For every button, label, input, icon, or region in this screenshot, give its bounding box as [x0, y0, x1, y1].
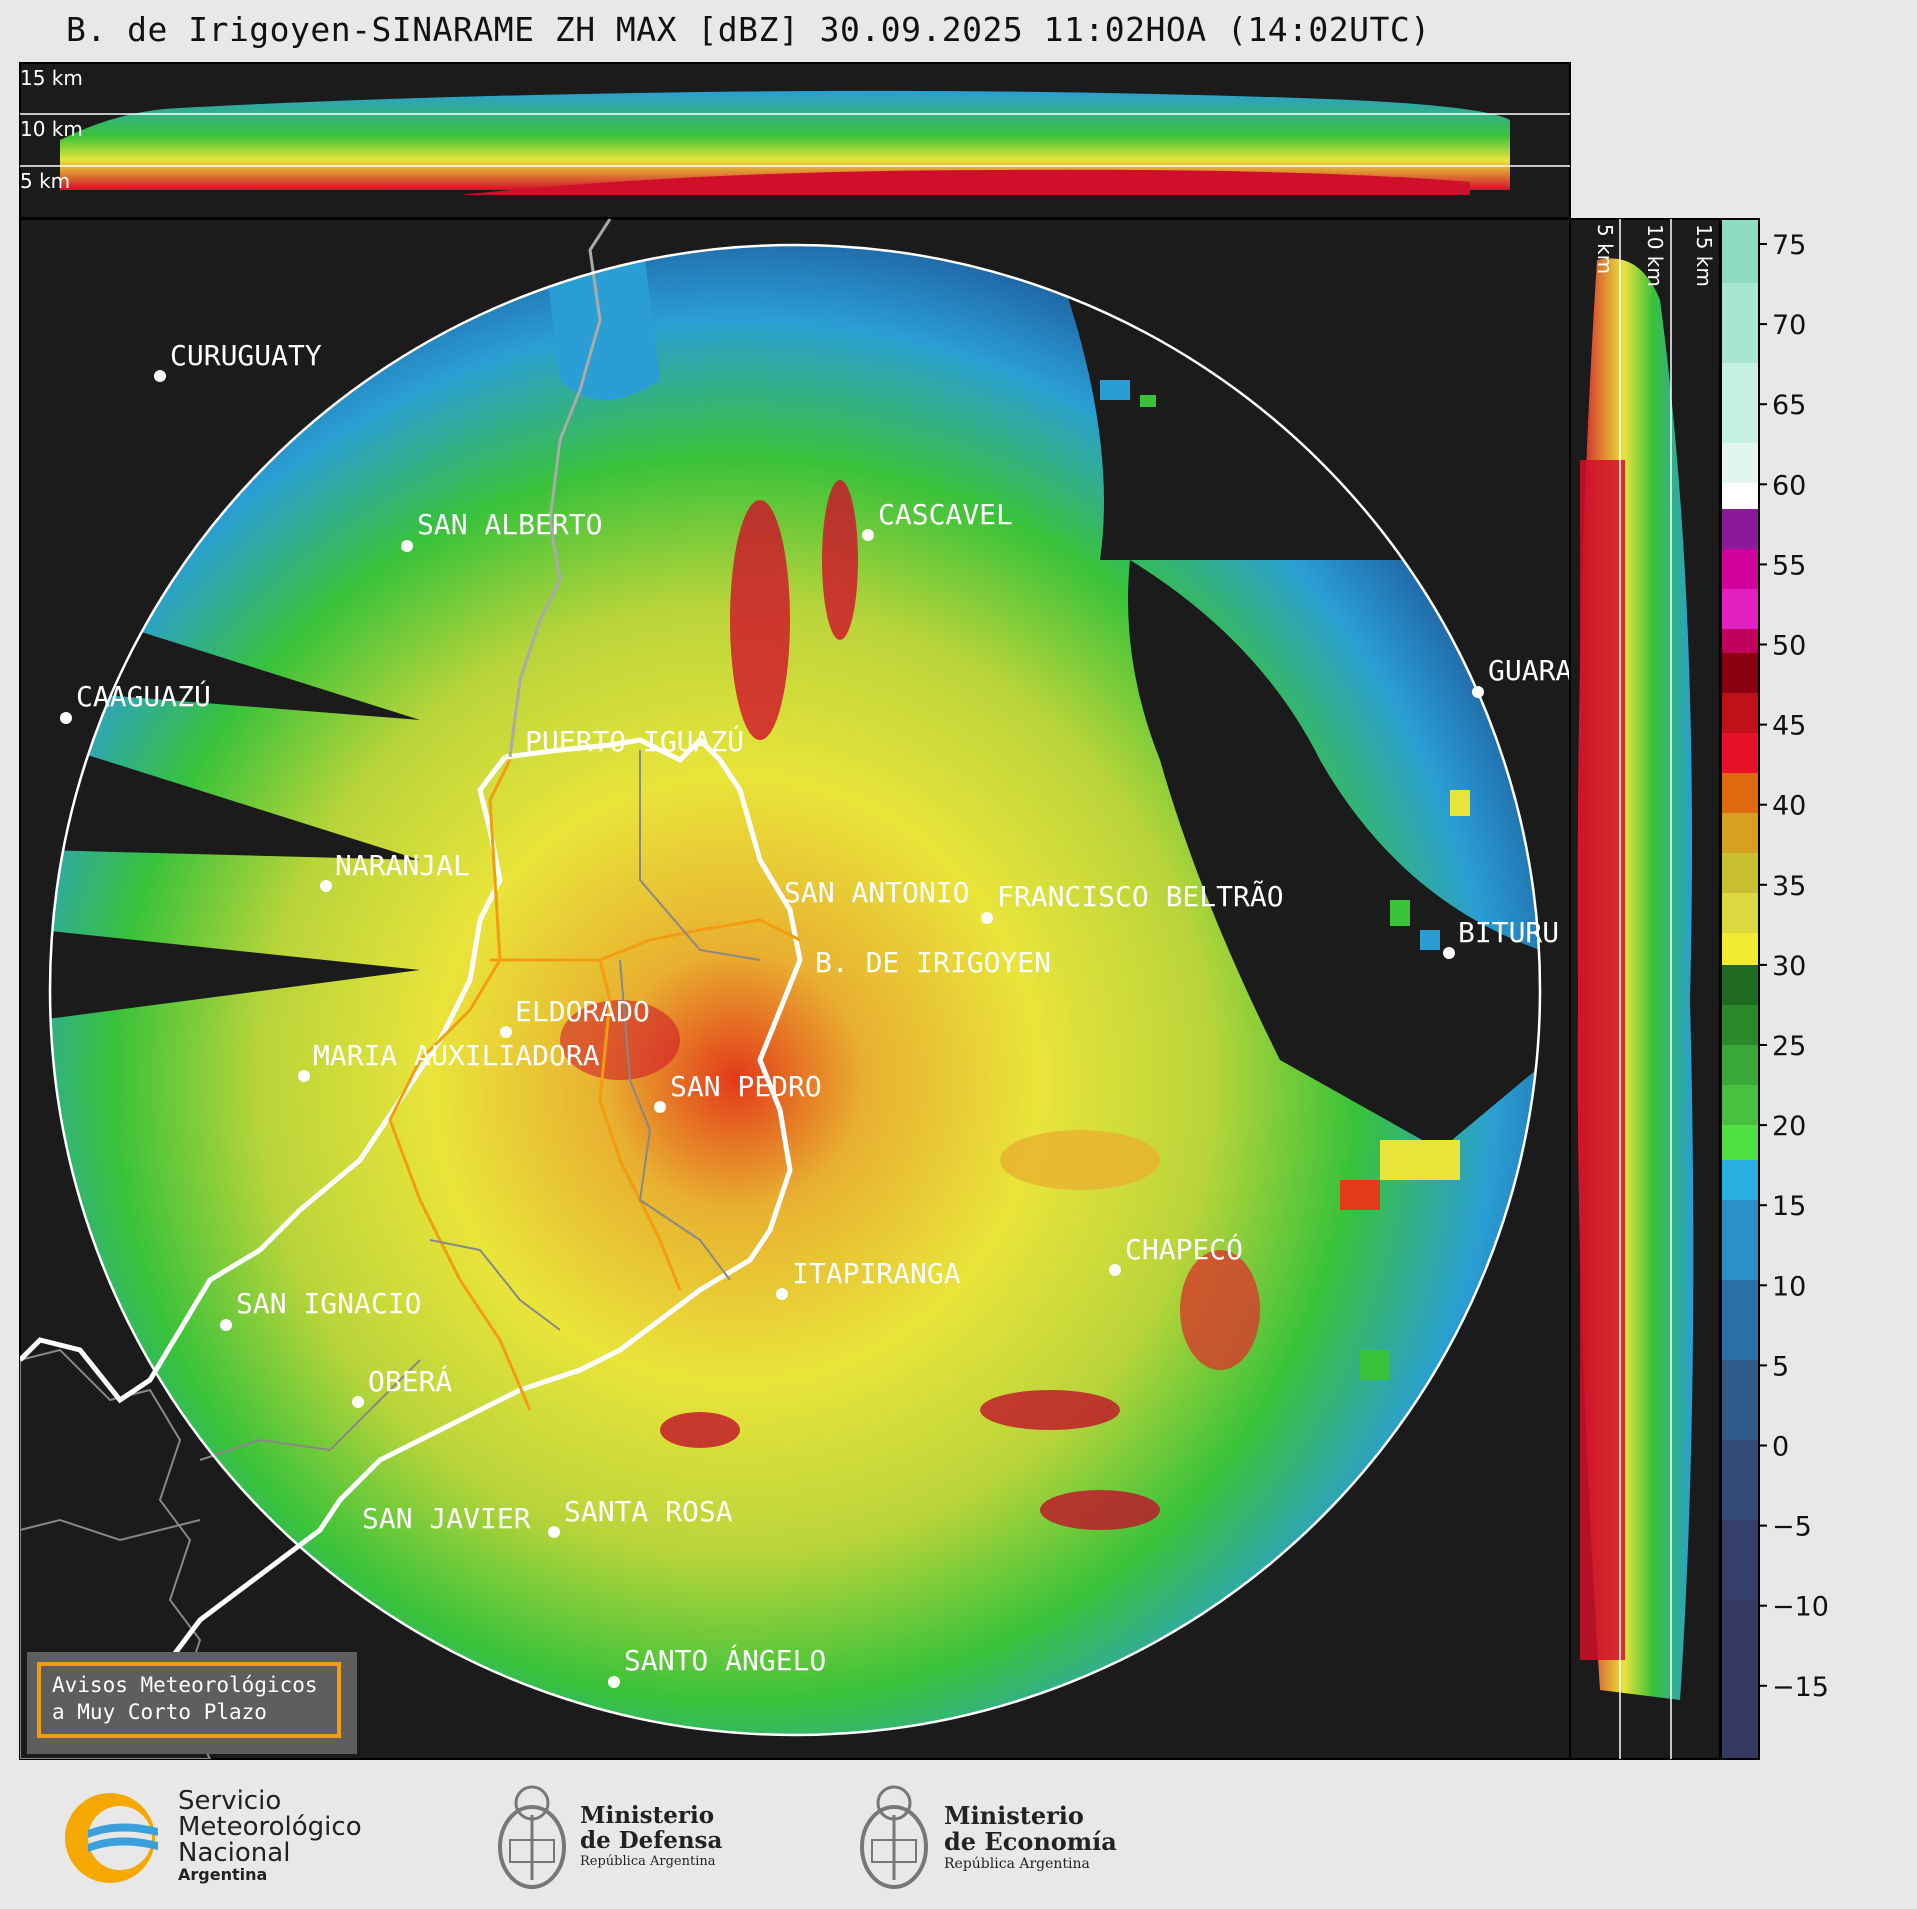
city-label-eldorado: ELDORADO	[515, 995, 650, 1028]
colorbar-tick-label: 30	[1772, 951, 1806, 982]
city-markers: CURUGUATY SAN ALBERTO CASCAVEL CAAGUAZÚ …	[60, 339, 1572, 1688]
colorbar-tick-label: 5	[1772, 1351, 1789, 1382]
city-dot-santa-rosa	[548, 1526, 560, 1538]
city-dot-francisco-beltrao	[981, 912, 993, 924]
economia-line-3: República Argentina	[944, 1856, 1090, 1872]
city-dot-bituru	[1443, 947, 1455, 959]
city-label-naranjal: NARANJAL	[335, 849, 470, 882]
city-label-cascavel: CASCAVEL	[878, 498, 1013, 531]
city-label-san-antonio: SAN ANTONIO	[784, 876, 969, 909]
colorbar-tick-label: 0	[1772, 1432, 1789, 1463]
economia-line-2: de Economía	[944, 1827, 1117, 1856]
smn-line-4: Argentina	[178, 1865, 268, 1884]
city-dot-santo-angelo	[608, 1676, 620, 1688]
top-cross-section: 15 km 10 km 5 km	[19, 62, 1571, 219]
colorbar-tick-label: −5	[1772, 1512, 1812, 1543]
warning-legend[interactable]: Avisos Meteorológicos a Muy Corto Plazo	[27, 1652, 357, 1754]
city-label-bituru: BITURU	[1458, 916, 1559, 949]
smn-line-2: Meteorológico	[178, 1812, 362, 1842]
city-label-caaguazu: CAAGUAZÚ	[76, 679, 211, 713]
city-label-curuguaty: CURUGUATY	[170, 339, 322, 372]
national-seal-icon	[860, 1785, 928, 1889]
side-cross-section: 5 km 10 km 15 km	[1569, 218, 1721, 1760]
city-label-chapeco: CHAPECÓ	[1125, 1232, 1243, 1266]
defensa-logo: Ministerio de Defensa República Argentin…	[495, 1775, 755, 1900]
city-dot-chapeco	[1109, 1264, 1121, 1276]
colorbar-tick-label: 35	[1772, 871, 1806, 902]
colorbar-tick-label: 70	[1772, 310, 1806, 341]
colorbar-tick-label: 20	[1772, 1111, 1806, 1142]
colorbar-tick-label: 45	[1772, 711, 1806, 742]
warning-line-1: Avisos Meteorológicos	[52, 1673, 318, 1697]
city-label-san-ignacio: SAN IGNACIO	[236, 1287, 421, 1320]
city-dot-eldorado	[500, 1026, 512, 1038]
top-height-label-10: 10 km	[20, 117, 83, 141]
city-dot-san-ignacio	[220, 1319, 232, 1331]
city-label-obera: OBERÁ	[368, 1364, 452, 1398]
range-ring	[48, 243, 1542, 1737]
smn-line-1: Servicio	[178, 1786, 282, 1816]
colorbar-tick-label: 40	[1772, 791, 1806, 822]
city-label-santa-rosa: SANTA ROSA	[564, 1495, 733, 1528]
colorbar-tick-label: −15	[1772, 1672, 1829, 1703]
top-height-label-15: 15 km	[20, 66, 83, 90]
city-dot-curuguaty	[154, 370, 166, 382]
scattered-cells	[1100, 380, 1470, 1380]
defensa-line-3: República Argentina	[580, 1854, 716, 1869]
national-seal-icon	[498, 1785, 566, 1889]
city-dot-itapiranga	[776, 1288, 788, 1300]
city-label-guara: GUARA	[1488, 654, 1572, 687]
city-label-puerto-iguazu: PUERTO IGUAZÚ	[525, 724, 744, 758]
city-label-san-javier: SAN JAVIER	[362, 1502, 531, 1535]
top-height-label-5: 5 km	[20, 169, 70, 193]
radar-map: CURUGUATY SAN ALBERTO CASCAVEL CAAGUAZÚ …	[19, 218, 1572, 1760]
economia-line-1: Ministerio	[944, 1801, 1084, 1830]
city-dot-san-pedro	[654, 1101, 666, 1113]
smn-logo: Servicio Meteorológico Nacional Argentin…	[58, 1788, 388, 1888]
economia-logo: Ministerio de Economía República Argenti…	[857, 1775, 1137, 1900]
side-height-label-5: 5 km	[1593, 224, 1617, 274]
city-label-itapiranga: ITAPIRANGA	[792, 1257, 961, 1290]
colorbar-tick-label: 65	[1772, 390, 1806, 421]
city-label-san-pedro: SAN PEDRO	[670, 1070, 822, 1103]
colorbar-tick-label: 75	[1772, 230, 1806, 261]
defensa-line-1: Ministerio	[580, 1802, 715, 1829]
city-label-maria-auxiliadora: MARIA AUXILIADORA	[313, 1039, 600, 1072]
city-dot-guara	[1472, 686, 1484, 698]
side-height-label-10: 10 km	[1643, 224, 1667, 287]
warning-line-2: a Muy Corto Plazo	[52, 1700, 267, 1724]
colorbar-tick-label: 15	[1772, 1191, 1806, 1222]
smn-logo-icon	[65, 1793, 158, 1883]
colorbar-tick-label: 60	[1772, 470, 1806, 501]
city-dot-naranjal	[320, 880, 332, 892]
colorbar-tick-label: 10	[1772, 1271, 1806, 1302]
colorbar-tick-label: 25	[1772, 1031, 1806, 1062]
city-label-santo-angelo: SANTO ÁNGELO	[624, 1643, 826, 1677]
colorbar-tick-label: 50	[1772, 631, 1806, 662]
city-label-b-de-irigoyen: B. DE IRIGOYEN	[815, 946, 1051, 979]
chart-title: B. de Irigoyen-SINARAME ZH MAX [dBZ] 30.…	[66, 10, 1431, 49]
city-dot-cascavel	[862, 529, 874, 541]
side-height-label-15: 15 km	[1692, 224, 1716, 287]
city-dot-maria-auxiliadora	[298, 1070, 310, 1082]
city-label-francisco-beltrao: FRANCISCO BELTRÃO	[997, 880, 1284, 913]
city-dot-san-alberto	[401, 540, 413, 552]
colorbar-tick-label: −10	[1772, 1592, 1829, 1623]
city-dot-obera	[352, 1396, 364, 1408]
city-dot-caaguazu	[60, 712, 72, 724]
colorbar-tick-label: 55	[1772, 550, 1806, 581]
smn-line-3: Nacional	[178, 1838, 291, 1868]
defensa-line-2: de Defensa	[580, 1827, 723, 1854]
warning-legend-frame[interactable]: Avisos Meteorológicos a Muy Corto Plazo	[37, 1662, 341, 1738]
city-label-san-alberto: SAN ALBERTO	[417, 508, 602, 541]
